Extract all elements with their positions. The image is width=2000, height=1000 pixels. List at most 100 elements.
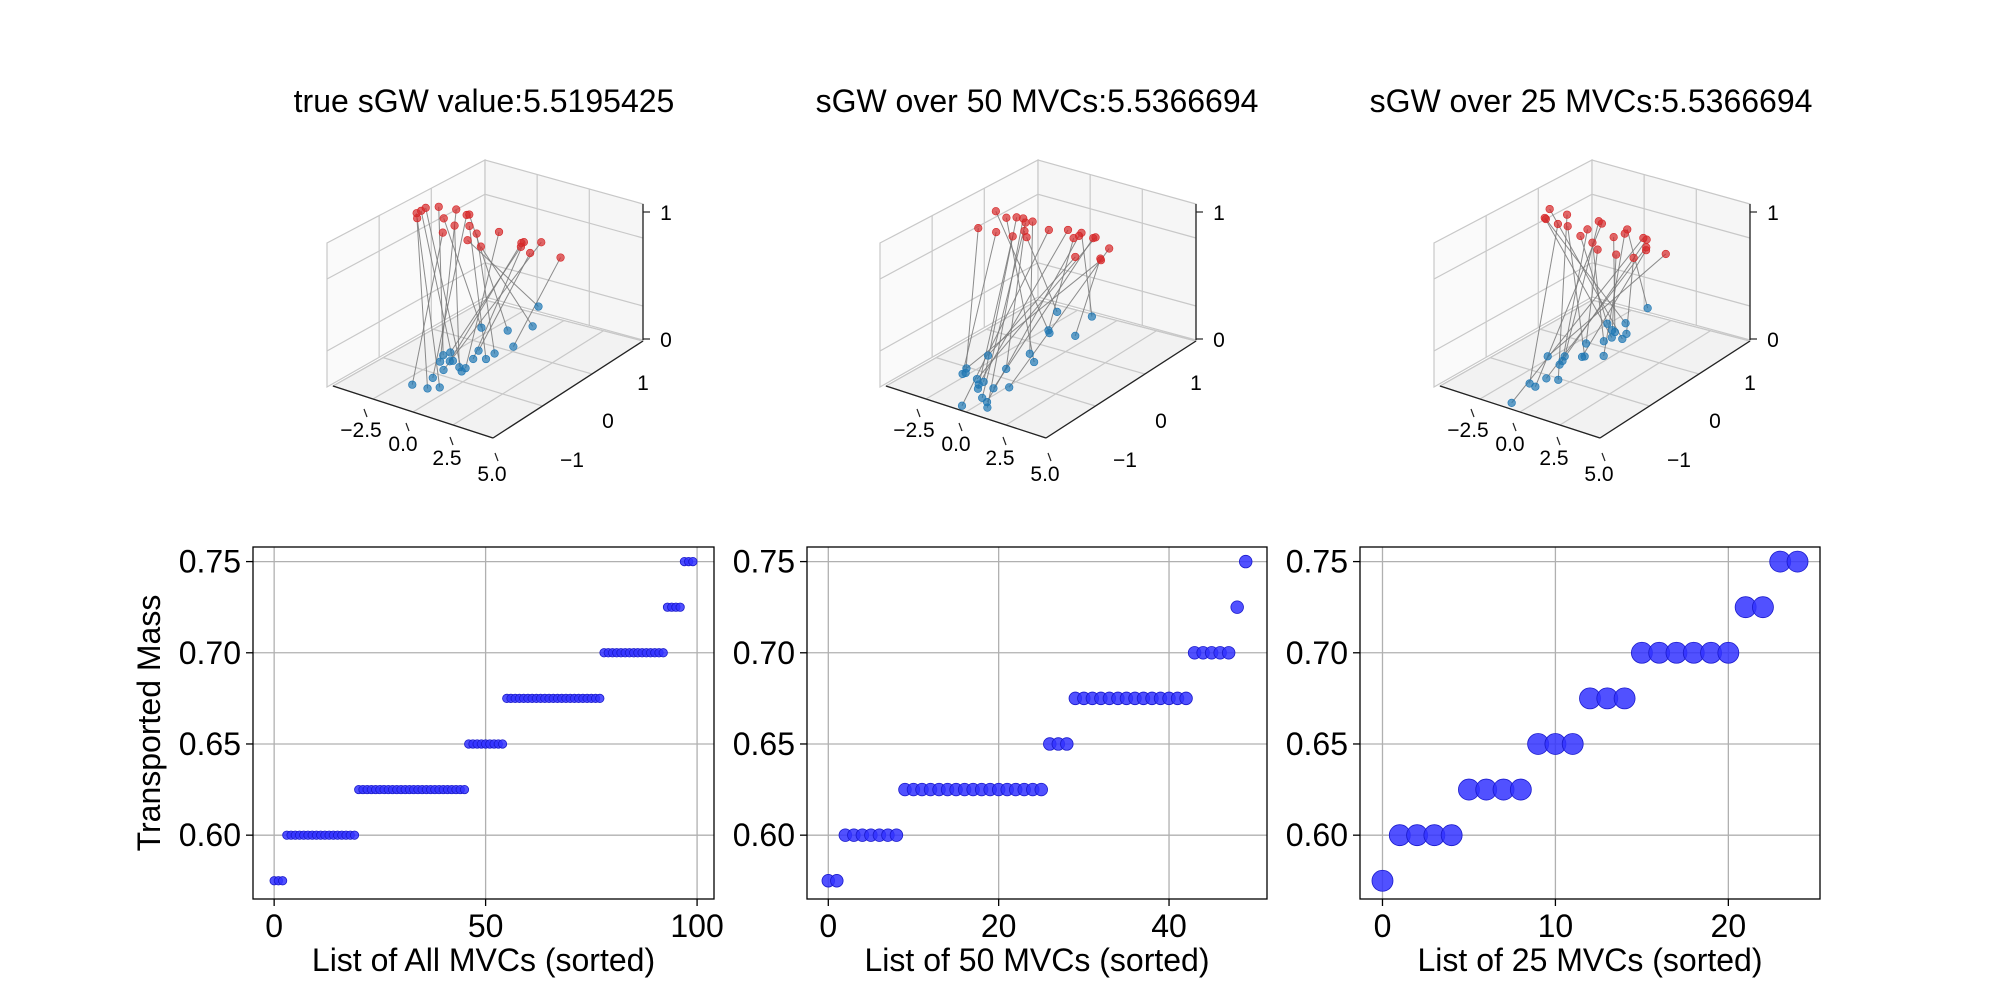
target-point <box>434 202 443 211</box>
target-point <box>1044 225 1053 235</box>
floor-gridline <box>452 330 604 426</box>
floor-gridline <box>1037 299 1197 342</box>
transport-link <box>986 218 1024 408</box>
y-tick-label: 0.75 <box>179 544 241 580</box>
data-point <box>1239 554 1253 569</box>
x-axis-line <box>332 385 494 439</box>
target-point <box>463 236 472 245</box>
source-point <box>1507 398 1516 407</box>
y-tick-label: 0.70 <box>733 635 795 671</box>
transport-link <box>416 213 429 389</box>
y-tick-label: 0 <box>1709 410 1721 433</box>
x-tick-label: 2.5 <box>985 447 1014 470</box>
source-point <box>979 377 988 386</box>
target-point <box>1096 256 1106 265</box>
y-tick-label: 0.65 <box>1286 726 1348 762</box>
source-point <box>408 380 417 389</box>
floor-gridline <box>1519 319 1672 413</box>
source-point <box>446 348 455 357</box>
x-tick-label: −2.5 <box>1447 419 1488 442</box>
target-point <box>1629 253 1638 262</box>
y-tick-label: 1 <box>1744 372 1756 395</box>
target-point <box>1620 229 1629 238</box>
floor-gridline <box>382 357 543 407</box>
transport-link <box>478 252 531 351</box>
target-point <box>1562 210 1572 219</box>
data-point <box>595 693 605 703</box>
y-tick-label: 0.60 <box>1286 817 1348 853</box>
source-point <box>1643 303 1652 313</box>
pane-gridline <box>326 193 644 280</box>
data-point <box>688 556 698 567</box>
y-tick-label: 1 <box>1190 372 1202 395</box>
source-point <box>1580 352 1589 361</box>
x-tick <box>494 452 499 462</box>
target-point <box>537 238 546 247</box>
data-point <box>278 876 288 886</box>
x-tick <box>1047 452 1052 462</box>
transport-link <box>1005 230 1025 369</box>
transport-link <box>1567 226 1586 357</box>
x-tick-label: 2.5 <box>1539 447 1568 470</box>
x-tick-label: 0 <box>1374 908 1392 944</box>
transport-link <box>995 211 1050 334</box>
floor-gridline <box>925 309 1078 400</box>
y-tick-label: 0.70 <box>1286 635 1348 671</box>
plot-frame <box>252 546 715 900</box>
x-tick <box>1556 436 1561 446</box>
floor-gridline <box>885 299 1039 387</box>
source-point <box>1531 382 1540 391</box>
transport-link <box>411 232 444 385</box>
x-axis-label: List of 50 MVCs (sorted) <box>865 942 1210 978</box>
target-point <box>526 248 535 258</box>
transport-link <box>439 209 457 362</box>
source-point <box>457 367 466 376</box>
y-tick-label: −1 <box>1113 449 1137 472</box>
x-tick <box>1470 408 1475 418</box>
pane-gridline <box>879 262 1197 352</box>
y-tick-label: 0.60 <box>179 817 241 853</box>
x-axis-label: List of 25 MVCs (sorted) <box>1418 942 1763 978</box>
plot-frame <box>806 546 1268 900</box>
source-point <box>509 342 518 351</box>
z-tick-label: 0 <box>1767 329 1779 352</box>
x-tick <box>405 422 410 432</box>
x-tick <box>958 422 963 432</box>
transport-link <box>425 207 463 372</box>
target-point <box>974 224 983 233</box>
target-point <box>476 242 485 251</box>
x-tick <box>449 436 454 446</box>
source-point <box>1005 383 1014 392</box>
transport-link <box>1557 214 1568 380</box>
data-point <box>1371 869 1394 892</box>
transport-link <box>449 246 522 353</box>
x-tick-label: 5.0 <box>1584 463 1613 486</box>
x-tick-label: 40 <box>1151 908 1187 944</box>
y-axis-line <box>1045 340 1197 439</box>
floor-gridline <box>965 319 1118 413</box>
x-tick-label: 10 <box>1538 908 1574 944</box>
pane-gridline <box>1433 262 1751 352</box>
floor-gridline <box>1591 299 1751 342</box>
floor-gridline <box>1005 330 1157 426</box>
transport-link <box>962 231 997 375</box>
source-point <box>448 356 458 365</box>
x-tick-label: 50 <box>468 908 504 944</box>
target-point <box>1091 233 1100 242</box>
transport-link <box>1547 253 1667 357</box>
target-point <box>1545 204 1554 214</box>
source-point <box>1002 364 1011 373</box>
floor-gridline <box>332 299 486 387</box>
source-point <box>436 357 445 366</box>
target-point <box>462 210 471 220</box>
target-point <box>1063 225 1073 235</box>
transport-link <box>472 241 525 360</box>
source-point <box>469 354 478 364</box>
y-axis-label: Transported Mass <box>131 595 167 852</box>
transport-link <box>977 236 1014 389</box>
x-axis-line <box>1439 385 1601 439</box>
x-tick-label: −2.5 <box>340 419 381 442</box>
target-point <box>452 205 461 214</box>
